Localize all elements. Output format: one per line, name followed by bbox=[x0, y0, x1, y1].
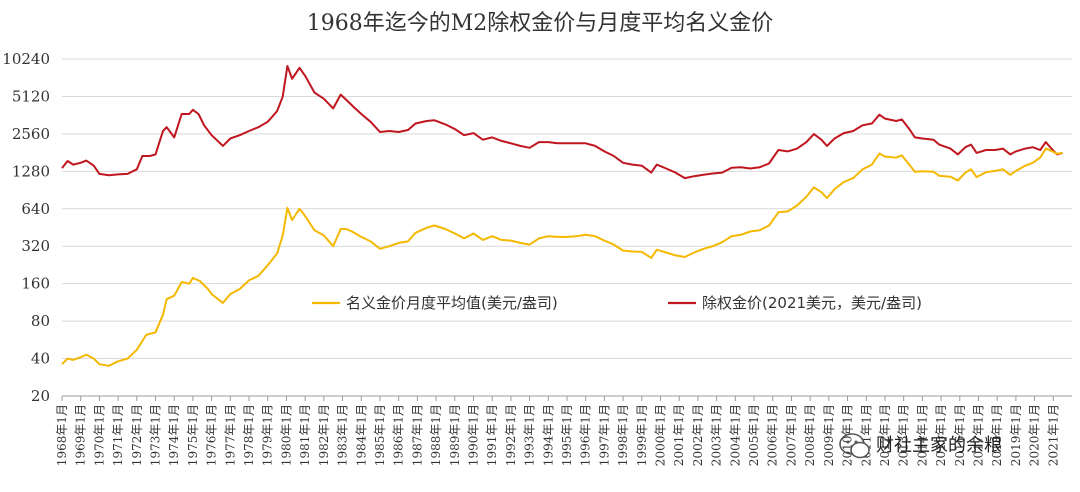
x-tick-label: 2015年1月 bbox=[934, 404, 948, 466]
wechat-bubble-icon bbox=[839, 433, 870, 459]
x-tick-label: 2005年1月 bbox=[747, 404, 761, 466]
y-tick-label: 2560 bbox=[12, 125, 50, 143]
x-tick-label: 2019年1月 bbox=[1009, 404, 1023, 466]
x-tick-label: 2006年1月 bbox=[766, 404, 780, 466]
x-tick-label: 2017年1月 bbox=[971, 404, 985, 466]
legend-label-nominal: 名义金价月度平均值(美元/盎司) bbox=[346, 294, 558, 312]
x-tick-label: 2009年1月 bbox=[822, 404, 836, 466]
x-tick-label: 2014年1月 bbox=[915, 404, 929, 466]
x-tick-label: 1989年1月 bbox=[448, 404, 462, 466]
x-tick-label: 1974年1月 bbox=[167, 404, 181, 466]
x-tick-label: 1968年1月 bbox=[55, 404, 69, 466]
y-tick-label: 10240 bbox=[2, 50, 50, 68]
x-tick-label: 2000年1月 bbox=[654, 404, 668, 466]
x-tick-label: 2018年1月 bbox=[990, 404, 1004, 466]
x-tick-label: 1996年1月 bbox=[579, 404, 593, 466]
legend: 名义金价月度平均值(美元/盎司) 除权金价(2021美元，美元/盎司) bbox=[312, 294, 922, 312]
x-tick-label: 2003年1月 bbox=[710, 404, 724, 466]
x-tick-label: 1987年1月 bbox=[410, 404, 424, 466]
x-tick-label: 1981年1月 bbox=[298, 404, 312, 466]
y-tick-label: 20 bbox=[31, 387, 50, 405]
y-tick-label: 5120 bbox=[12, 87, 50, 105]
y-tick-label: 40 bbox=[31, 350, 50, 368]
x-tick-label: 2007年1月 bbox=[784, 404, 798, 466]
x-tick-label: 1984年1月 bbox=[354, 404, 368, 466]
x-tick-label: 2001年1月 bbox=[672, 404, 686, 466]
x-tick-label: 1990年1月 bbox=[466, 404, 480, 466]
watermark-text: 财社主家的余粮 bbox=[876, 435, 1002, 456]
x-tick-label: 1980年1月 bbox=[279, 404, 293, 466]
x-tick-label: 1969年1月 bbox=[74, 404, 88, 466]
x-tick-label: 1993年1月 bbox=[523, 404, 537, 466]
chart-title: 1968年迄今的M2除权金价与月度平均名义金价 bbox=[307, 11, 774, 36]
x-tick-label: 1986年1月 bbox=[392, 404, 406, 466]
x-tick-label: 1999年1月 bbox=[635, 404, 649, 466]
x-tick-label: 2012年1月 bbox=[878, 404, 892, 466]
x-tick-label: 1998年1月 bbox=[616, 404, 630, 466]
watermark: 财社主家的余粮 bbox=[839, 433, 1002, 459]
x-tick-label: 2013年1月 bbox=[897, 404, 911, 466]
x-tick-label: 2002年1月 bbox=[691, 404, 705, 466]
x-tick-label: 1979年1月 bbox=[261, 404, 275, 466]
x-tick-label: 1978年1月 bbox=[242, 404, 256, 466]
x-tick-label: 1983年1月 bbox=[336, 404, 350, 466]
x-tick-label: 1995年1月 bbox=[560, 404, 574, 466]
y-tick-label: 1280 bbox=[12, 162, 50, 180]
legend-item-nominal: 名义金价月度平均值(美元/盎司) bbox=[312, 294, 558, 312]
series-line-nominal bbox=[61, 147, 1063, 367]
x-tick-label: 1972年1月 bbox=[130, 404, 144, 466]
x-tick-label: 2004年1月 bbox=[728, 404, 742, 466]
legend-label-real: 除权金价(2021美元，美元/盎司) bbox=[702, 294, 922, 312]
y-tick-label: 640 bbox=[21, 200, 50, 218]
x-tick-label: 1975年1月 bbox=[186, 404, 200, 466]
series-layer bbox=[61, 65, 1063, 367]
x-tick-label: 1977年1月 bbox=[223, 404, 237, 466]
y-tick-label: 80 bbox=[31, 312, 50, 330]
x-tick-label: 1985年1月 bbox=[373, 404, 387, 466]
grid-lines bbox=[62, 58, 1072, 360]
x-tick-label: 2008年1月 bbox=[803, 404, 817, 466]
x-tick-label: 1971年1月 bbox=[111, 404, 125, 466]
x-tick-label: 1997年1月 bbox=[597, 404, 611, 466]
x-tick-label: 2016年1月 bbox=[953, 404, 967, 466]
y-axis-ticks: 20 40 80 160 320 640 1280 2560 5120 10240 bbox=[2, 50, 50, 405]
x-tick-label: 1988年1月 bbox=[429, 404, 443, 466]
x-tick-label: 1994年1月 bbox=[541, 404, 555, 466]
x-tick-label: 2020年1月 bbox=[1028, 404, 1042, 466]
x-tick-label: 1992年1月 bbox=[504, 404, 518, 466]
x-tick-label: 1976年1月 bbox=[205, 404, 219, 466]
series-line-real bbox=[61, 65, 1063, 180]
x-tick-label: 1973年1月 bbox=[149, 404, 163, 466]
x-tick-label: 2021年1月 bbox=[1046, 404, 1060, 466]
legend-item-real: 除权金价(2021美元，美元/盎司) bbox=[668, 294, 922, 312]
x-tick-label: 1991年1月 bbox=[485, 404, 499, 466]
x-tick-label: 1982年1月 bbox=[317, 404, 331, 466]
x-tick-label: 1970年1月 bbox=[92, 404, 106, 466]
y-tick-label: 320 bbox=[21, 237, 50, 255]
y-tick-label: 160 bbox=[21, 275, 50, 293]
